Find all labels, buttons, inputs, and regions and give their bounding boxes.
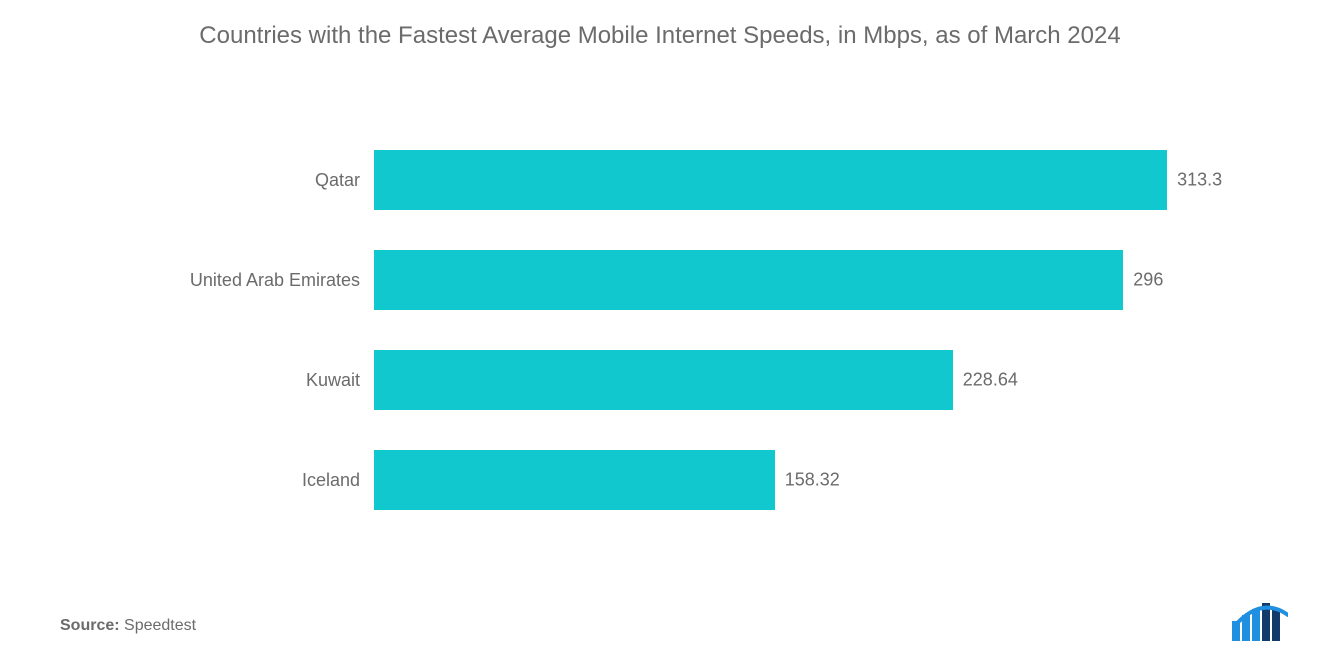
- source-line: Source: Speedtest: [60, 617, 196, 635]
- source-label: Source:: [60, 617, 120, 634]
- bar: [374, 350, 953, 410]
- bar-chart-icon: [1232, 601, 1288, 641]
- chart-container: Countries with the Fastest Average Mobil…: [0, 0, 1320, 665]
- bar-row: Iceland 158.32: [60, 450, 1260, 510]
- value-label: 296: [1123, 270, 1163, 291]
- bar: [374, 450, 775, 510]
- category-label: United Arab Emirates: [60, 270, 374, 291]
- bar-row: United Arab Emirates 296: [60, 250, 1260, 310]
- value-label: 228.64: [953, 370, 1018, 391]
- bar-row: Qatar 313.3: [60, 150, 1260, 210]
- chart-title: Countries with the Fastest Average Mobil…: [0, 20, 1320, 52]
- value-label: 313.3: [1167, 170, 1222, 191]
- bar-track: 313.3: [374, 150, 1260, 210]
- category-label: Iceland: [60, 470, 374, 491]
- category-label: Kuwait: [60, 370, 374, 391]
- bar: [374, 250, 1123, 310]
- bar-track: 158.32: [374, 450, 1260, 510]
- plot-area: Qatar 313.3 United Arab Emirates 296 Kuwait 2…: [60, 150, 1260, 555]
- value-label: 158.32: [775, 470, 840, 491]
- bar: [374, 150, 1167, 210]
- category-label: Qatar: [60, 170, 374, 191]
- brand-logo: [1232, 601, 1288, 641]
- bar-track: 228.64: [374, 350, 1260, 410]
- bar-track: 296: [374, 250, 1260, 310]
- bar-row: Kuwait 228.64: [60, 350, 1260, 410]
- source-value: Speedtest: [124, 617, 196, 634]
